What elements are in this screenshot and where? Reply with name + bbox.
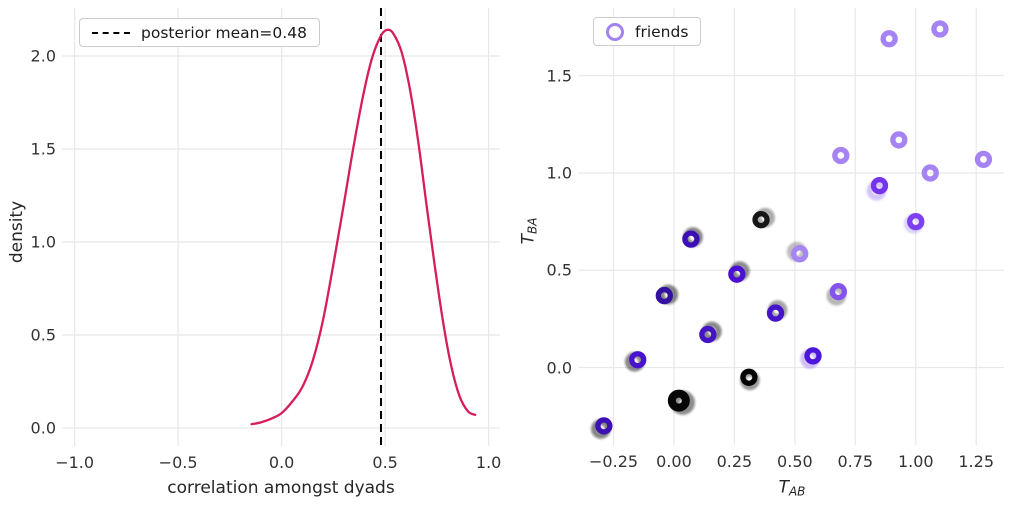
y-tick-label: 1.0: [30, 232, 56, 252]
x-tick-label: 0.75: [837, 452, 874, 471]
y-tick-label: 2.0: [30, 46, 56, 66]
y-tick-label: 0.5: [30, 325, 56, 345]
x-tick-label: −0.5: [158, 453, 198, 472]
left-ylabel: density: [7, 200, 27, 264]
y-tick-label: 1.0: [546, 163, 572, 183]
y-tick-label: 0.0: [546, 358, 572, 378]
scatter-point: [728, 265, 746, 283]
scatter-point: [921, 164, 939, 182]
scatter-point: [870, 176, 889, 195]
x-tick-label: −1.0: [55, 453, 95, 472]
x-tick-label: 0.0: [268, 453, 295, 472]
scatter-point: [766, 304, 785, 322]
ring-marker-icon: [606, 22, 624, 41]
scatter-point: [595, 417, 613, 435]
scatter-point: [890, 131, 908, 149]
scatter-panel: [578, 8, 1004, 445]
scatter-point: [699, 325, 717, 344]
right-xlabel-sub: AB: [788, 484, 806, 499]
right-xlabel-base: T: [778, 477, 789, 498]
dashed-line-icon: [92, 31, 130, 34]
scatter-point: [752, 211, 770, 229]
scatter-point: [931, 20, 949, 38]
scatter-point: [629, 351, 647, 369]
scatter-point: [791, 245, 809, 263]
x-tick-label: 1.25: [958, 452, 994, 471]
right-ylabel-base: T: [518, 234, 539, 245]
right-ylabel: TBA: [519, 218, 540, 245]
x-tick-label: 0.25: [716, 452, 753, 471]
y-tick-label: 0.0: [30, 418, 56, 438]
scatter-point: [682, 230, 700, 248]
x-tick-label: −0.25: [589, 452, 639, 471]
legend-posterior-mean-label: posterior mean=0.48: [141, 23, 307, 42]
x-tick-label: 0.50: [777, 452, 813, 471]
right-ylabel-sub: BA: [525, 217, 540, 235]
legend-friends: friends: [593, 17, 702, 46]
left-xlabel: correlation amongst dyads: [167, 478, 395, 498]
scatter-point: [907, 212, 925, 231]
legend-friends-label: friends: [635, 22, 689, 41]
y-tick-label: 1.5: [546, 66, 572, 86]
x-tick-label: 1.0: [475, 453, 502, 472]
y-tick-label: 0.5: [546, 260, 572, 280]
x-tick-label: 0.5: [372, 453, 398, 472]
x-tick-label: 0.00: [656, 452, 692, 471]
scatter-point: [880, 30, 898, 48]
scatter-point: [832, 146, 850, 165]
y-tick-label: 1.5: [30, 139, 56, 159]
x-tick-label: 1.00: [897, 452, 934, 471]
scatter-point: [740, 368, 758, 386]
kde-curve: [250, 28, 477, 426]
right-xlabel: TAB: [779, 478, 806, 499]
scatter-point: [655, 286, 673, 305]
scatter-point: [667, 389, 690, 412]
legend-posterior-mean: posterior mean=0.48: [79, 18, 320, 47]
scatter-point: [804, 347, 822, 365]
kde-panel: [62, 8, 500, 446]
scatter-point: [829, 283, 848, 301]
scatter-point: [974, 150, 993, 169]
